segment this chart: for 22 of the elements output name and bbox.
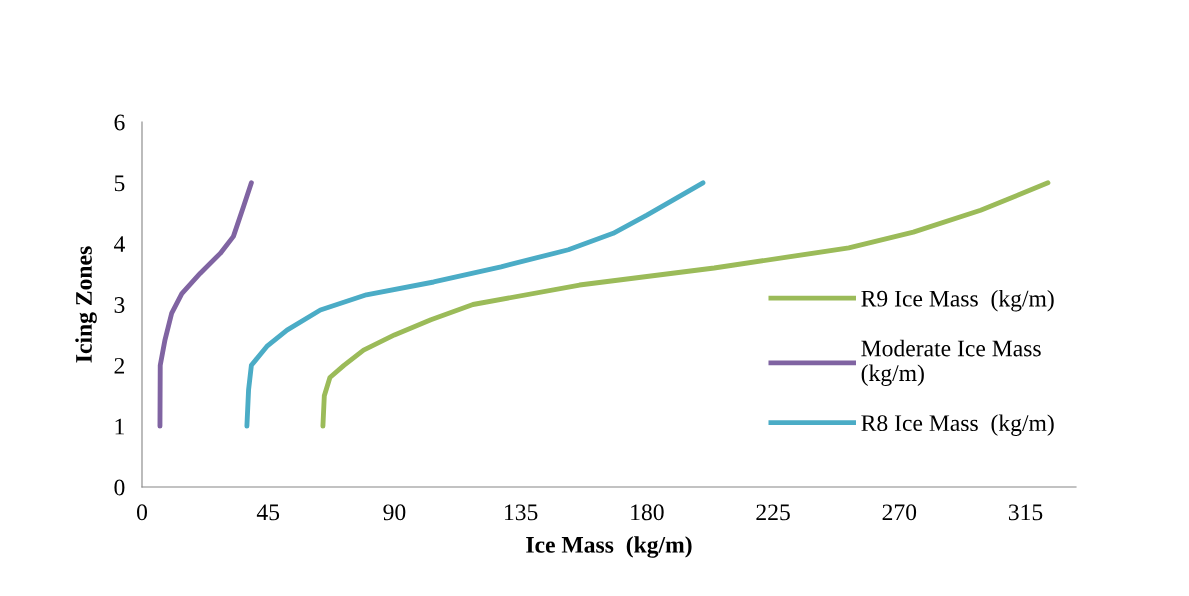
y-axis-title: Icing Zones [75,246,97,363]
x-tick-label: 225 [756,504,790,521]
y-tick-label: 3 [114,297,125,313]
y-tick-label: 4 [113,236,125,252]
x-tick-label: 180 [631,504,664,521]
x-tick-label: 135 [505,504,538,521]
x-tick-label: 90 [383,504,406,521]
x-tick-label: 0 [137,504,147,521]
legend-label: Moderate Ice Mass (kg/m) [861,339,1041,386]
x-tick-label: 45 [256,504,280,521]
y-tick-label: 0 [114,479,125,496]
line-series [157,180,254,429]
legend-label: R9 Ice Mass (kg/m) [861,290,1054,312]
legend-label: R8 Ice Mass (kg/m) [861,414,1054,436]
y-tick-label: 6 [114,114,125,131]
y-tick-label: 1 [115,418,124,435]
x-tick-label: 315 [1008,504,1043,521]
x-axis-title: Ice Mass (kg/m) [526,536,692,558]
y-tick-label: 5 [114,175,125,192]
y-tick-label: 2 [114,357,125,374]
x-tick-label: 270 [882,504,917,521]
line-series [244,180,706,429]
